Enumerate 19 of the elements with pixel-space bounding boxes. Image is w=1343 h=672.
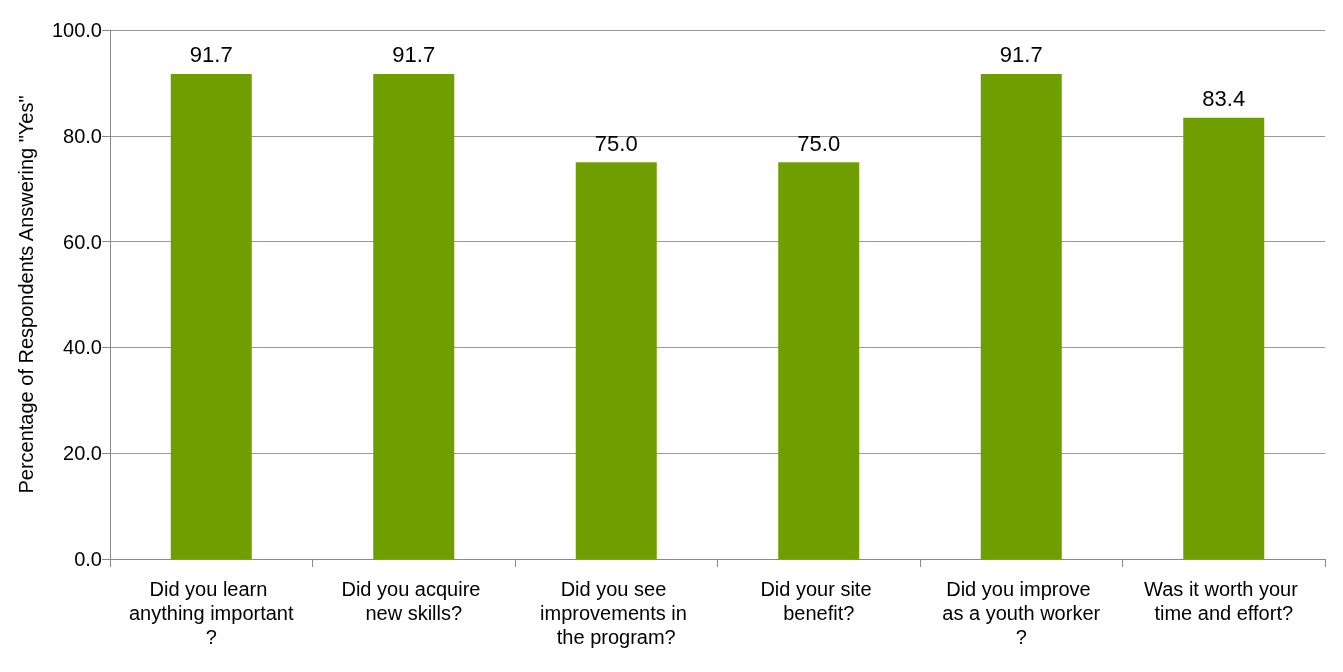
data-label: 91.7 bbox=[189, 42, 233, 68]
data-label: 75.0 bbox=[797, 130, 841, 156]
data-label: 83.4 bbox=[1202, 86, 1246, 112]
data-label: 91.7 bbox=[999, 42, 1043, 68]
y-tick-label: 100.0 bbox=[51, 19, 102, 41]
x-tick-label: Did you acquire new skills? bbox=[341, 578, 487, 624]
y-tick-label: 0.0 bbox=[74, 548, 102, 570]
y-axis-title: Percentage of Respondents Answering "Yes" bbox=[15, 95, 37, 494]
x-tick-label: Did your site benefit? bbox=[760, 578, 878, 624]
data-label: 91.7 bbox=[392, 42, 436, 68]
y-tick-label: 80.0 bbox=[63, 124, 102, 147]
x-tick-label: Was it worth your time and effort? bbox=[1144, 578, 1304, 624]
y-tick-label: 40.0 bbox=[63, 336, 102, 359]
x-tick-label: Did you improve as a youth worker? bbox=[942, 578, 1101, 648]
y-tick-label: 60.0 bbox=[63, 230, 102, 253]
x-tick-label: Did you see improvements in the program? bbox=[540, 578, 693, 648]
data-label: 75.0 bbox=[594, 130, 638, 156]
y-tick-label: 20.0 bbox=[63, 442, 102, 465]
x-tick-label: Did you learn anything important? bbox=[128, 578, 294, 648]
